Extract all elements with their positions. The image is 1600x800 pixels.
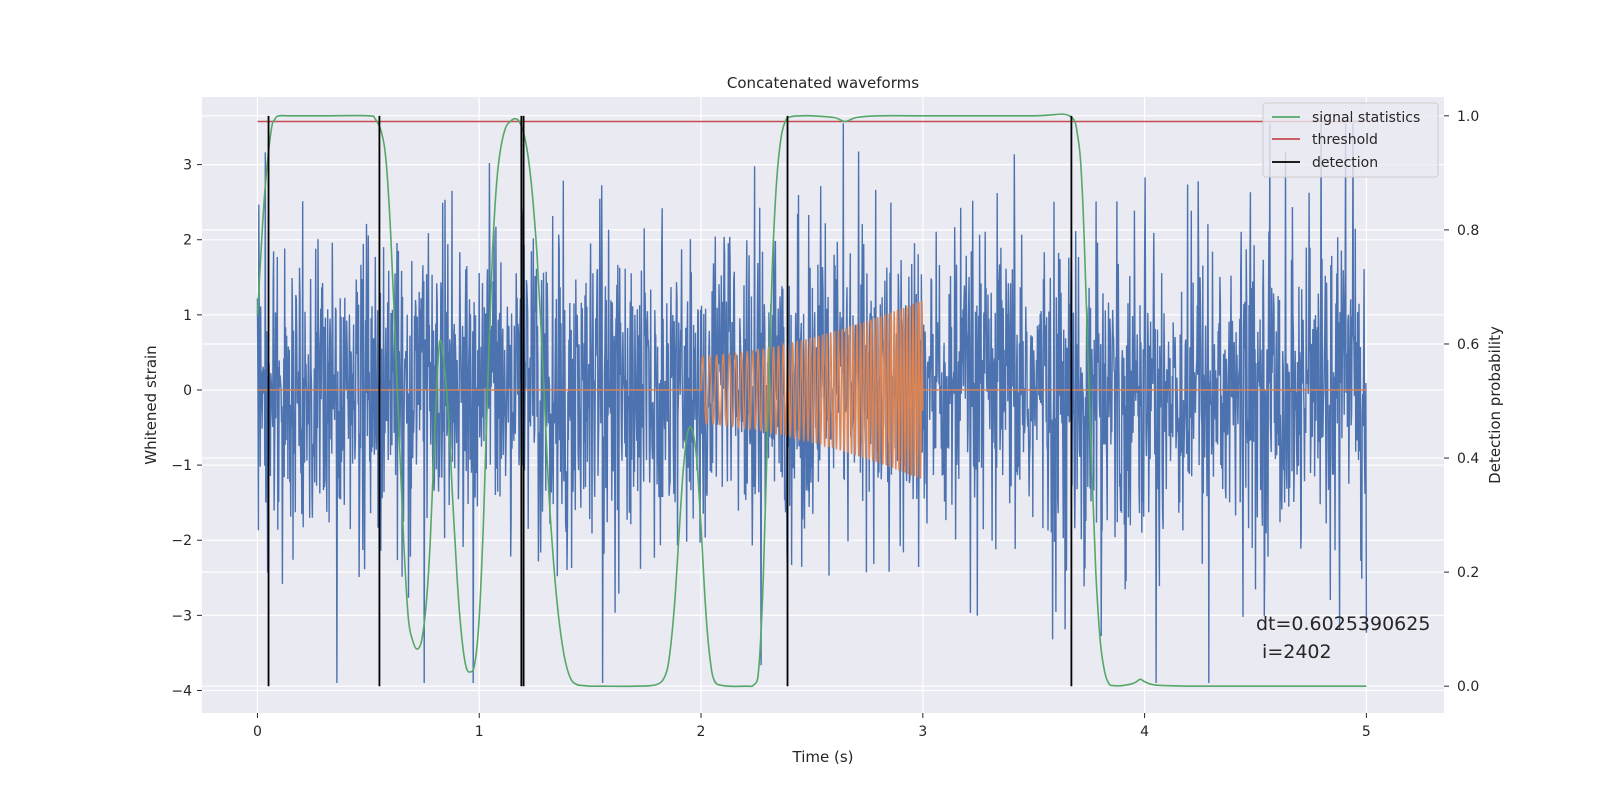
x-tick-label: 3 [918,724,927,740]
legend-box [1262,102,1439,178]
y-tick-label: −1 [171,458,192,474]
injected-signal-line [257,300,1367,479]
y2-axis-label: Detection probability [1486,326,1504,484]
annotation-index: i=2402 [1256,641,1332,663]
y2-tick-label: 0.8 [1457,223,1479,239]
legend-label-detection: detection [1312,155,1378,171]
y-tick-label: −4 [171,683,192,699]
noise-trace [256,123,1368,684]
signal-statistics-group [256,113,1367,688]
legend-label-threshold: threshold [1312,132,1378,148]
x-axis-label: Time (s) [792,748,854,766]
y2-tick-label: 0.6 [1457,337,1479,353]
x-tick-label: 4 [1140,724,1149,740]
y-tick-label: 3 [183,158,192,174]
axes: 0 1 2 3 4 5 −4 −3 −2 −1 0 1 2 3 0.0 0.2 0.4 0.6 0.8 1.0 [171,109,1479,740]
chart-title: Concatenated waveforms [727,74,919,92]
detection-lines [267,115,1073,687]
x-tick-label: 5 [1362,724,1371,740]
x-tick-label: 2 [697,724,706,740]
signal-statistics-line [256,113,1367,688]
y2-tick-label: 0.4 [1457,451,1479,467]
y-tick-label: −3 [171,608,192,624]
x-tick-label: 1 [475,724,484,740]
noise-line [256,123,1368,684]
y-tick-label: 0 [183,383,192,399]
y-axis-label: Whitened strain [142,345,160,464]
y-tick-label: −2 [171,533,192,549]
x-tick-label: 0 [253,724,262,740]
y-tick-label: 2 [183,233,192,249]
y2-tick-label: 0.2 [1457,565,1479,581]
y-tick-label: 1 [183,308,192,324]
injected-signal [257,300,1367,479]
y2-tick-label: 0.0 [1457,679,1479,695]
y2-tick-label: 1.0 [1457,109,1479,125]
annotation-dt: dt=0.6025390625 [1256,613,1430,635]
legend-label-signal-statistics: signal statistics [1312,110,1420,126]
legend: signal statistics threshold detection [1262,102,1439,178]
